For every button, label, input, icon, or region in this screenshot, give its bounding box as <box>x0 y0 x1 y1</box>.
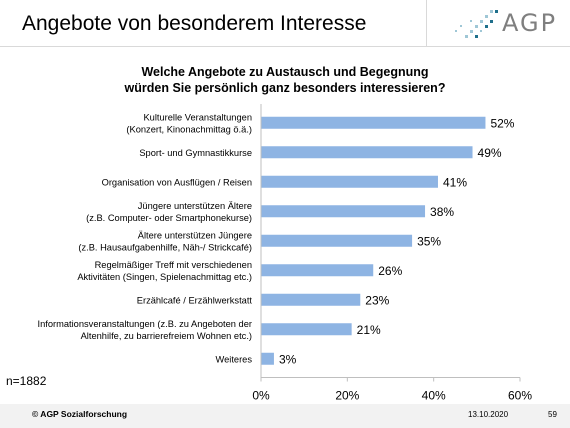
category-label: Weiteres <box>215 354 252 364</box>
data-label: 3% <box>279 352 297 366</box>
data-label: 23% <box>365 293 389 307</box>
bar <box>261 146 473 159</box>
chart-title-line-1: Welche Angebote zu Austausch und Begegnu… <box>141 65 429 79</box>
category-label: Regelmäßiger Treff mit verschiedenen <box>95 260 252 270</box>
x-tick-label: 20% <box>335 389 359 401</box>
category-label: (Konzert, Kinonachmittag ö.ä.) <box>126 124 252 134</box>
data-label: 49% <box>478 146 502 160</box>
bar-chart: 52% Kulturelle Veranstaltungen (Konzert, K… <box>38 104 532 401</box>
data-label: 38% <box>430 205 454 219</box>
bar <box>261 205 426 218</box>
category-label: (z.B. Hausaufgabenhilfe, Näh-/ Strickcaf… <box>78 242 252 252</box>
data-label: 21% <box>357 323 381 337</box>
category-label: Organisation von Ausflügen / Reisen <box>102 177 252 187</box>
category-label: Informationsveranstaltungen (z.B. zu Ang… <box>38 319 252 329</box>
data-label: 26% <box>378 264 402 278</box>
bar <box>261 116 486 129</box>
bar <box>261 352 274 365</box>
category-label: Ältere unterstützen Jüngere <box>138 230 252 240</box>
slide-title: Angebote von besonderem Interesse <box>22 12 367 35</box>
category-label: (z.B. Computer- oder Smartphonekurse) <box>86 213 252 223</box>
footer-date: 13.10.2020 <box>468 410 509 419</box>
category-label: Altenhilfe, zu barrierefreiem Wohnen etc… <box>81 331 252 341</box>
x-tick-label: 60% <box>508 389 532 401</box>
bar <box>261 293 361 306</box>
data-label: 41% <box>443 175 467 189</box>
bar <box>261 175 438 188</box>
bar <box>261 323 352 336</box>
data-label: 52% <box>490 116 514 130</box>
sample-size-label: n=1882 <box>6 374 47 388</box>
bar <box>261 264 374 277</box>
chart-title-line-2: würden Sie persönlich ganz besonders int… <box>124 81 446 95</box>
page-number: 59 <box>548 410 557 419</box>
data-label: 35% <box>417 234 441 248</box>
agp-logo-dots-icon <box>455 10 498 38</box>
x-tick-label: 0% <box>252 389 270 401</box>
category-label: Aktivitäten (Singen, Spielenachmittag et… <box>77 272 252 282</box>
header-divider <box>426 0 427 46</box>
header-rule <box>0 46 570 47</box>
bar <box>261 234 413 247</box>
copyright-text: © AGP Sozialforschung <box>32 409 128 419</box>
category-label: Sport- und Gymnastikkurse <box>139 148 252 158</box>
category-label: Erzählcafé / Erzählwerkstatt <box>137 295 253 305</box>
x-tick-label: 40% <box>422 389 446 401</box>
category-label: Jüngere unterstützen Ältere <box>138 201 252 211</box>
footer-bar <box>0 404 570 428</box>
category-label: Kulturelle Veranstaltungen <box>143 112 252 122</box>
agp-logo-text: AGP <box>502 9 558 37</box>
